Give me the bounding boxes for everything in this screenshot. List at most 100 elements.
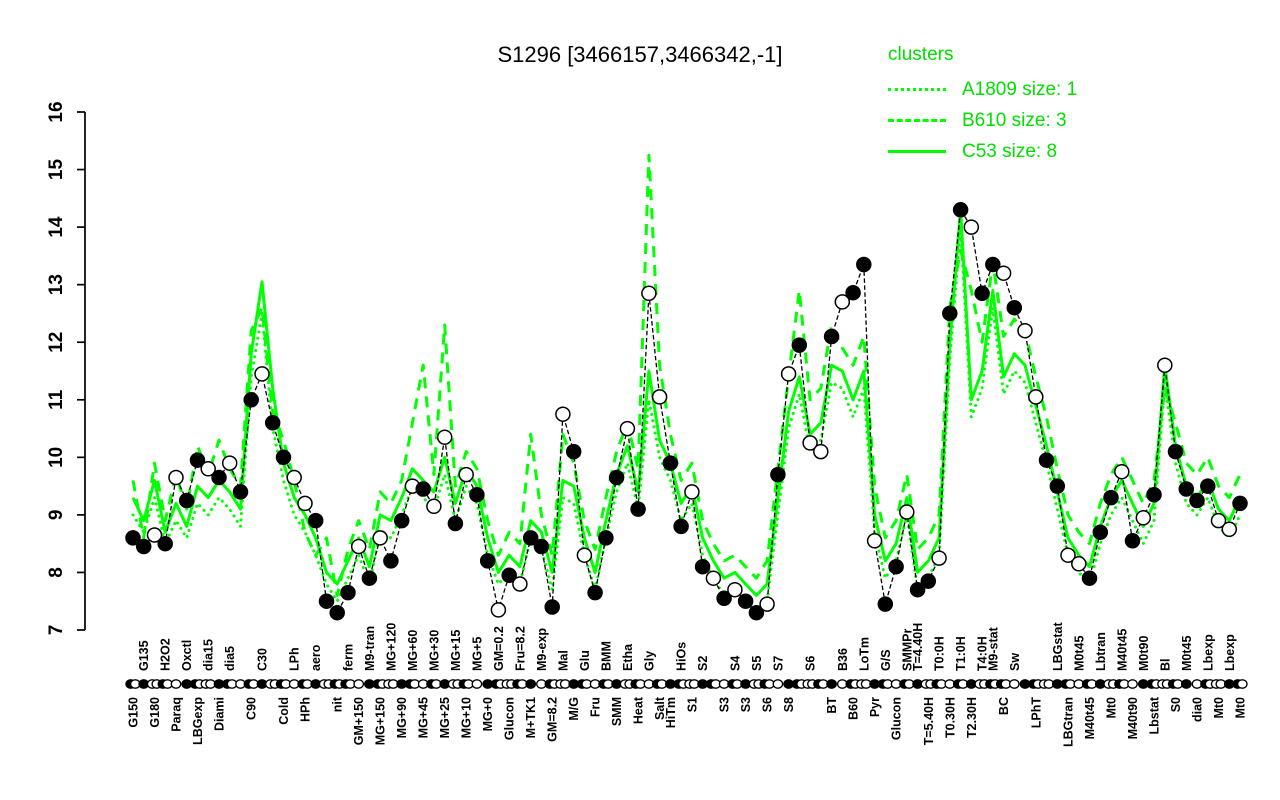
svg-text:MG+0: MG+0 — [481, 697, 495, 731]
profile-point — [952, 202, 969, 218]
svg-text:S5: S5 — [750, 656, 764, 671]
profile-point — [146, 527, 163, 543]
profile-point — [1114, 463, 1130, 480]
profile-point — [512, 576, 528, 592]
legend-entry-label: A1809 size: 1 — [962, 78, 1078, 100]
svg-text:MG+150: MG+150 — [374, 697, 388, 745]
svg-text:LPhT: LPhT — [1029, 697, 1043, 729]
profile-point — [823, 328, 840, 345]
profile-point — [845, 284, 861, 301]
svg-text:M9-exp: M9-exp — [535, 628, 549, 671]
svg-text:T0.30H: T0.30H — [943, 697, 957, 738]
profile-point — [705, 570, 722, 586]
svg-text:S2: S2 — [696, 656, 710, 671]
profile-point — [329, 604, 345, 621]
svg-text:Paraq: Paraq — [170, 697, 184, 732]
svg-text:M9-tran: M9-tran — [363, 626, 377, 671]
svg-text:MG+90: MG+90 — [395, 697, 409, 738]
profile-point — [576, 547, 593, 563]
legend-entry-label: C53 size: 8 — [962, 140, 1058, 162]
svg-text:B60: B60 — [847, 697, 861, 720]
profile-point — [1178, 481, 1195, 497]
profile-point — [673, 518, 689, 535]
profile-point — [275, 449, 292, 466]
profile-point — [1006, 299, 1023, 316]
profile-point — [1028, 389, 1044, 405]
svg-text:H2O2: H2O2 — [159, 638, 173, 671]
profile-point — [243, 392, 259, 408]
svg-text:14: 14 — [46, 216, 67, 238]
svg-text:10: 10 — [46, 447, 67, 468]
svg-text:MG+45: MG+45 — [417, 697, 431, 738]
profile-point — [1017, 322, 1033, 339]
svg-text:GM+150: GM+150 — [352, 697, 366, 745]
svg-text:dia15: dia15 — [202, 639, 216, 671]
svg-text:Etha: Etha — [621, 643, 635, 671]
profile-point — [221, 455, 238, 471]
legend-entry: A1809 size: 1 — [888, 74, 1077, 105]
profile-point — [1038, 452, 1055, 468]
profile-point — [1092, 524, 1109, 540]
profile-point — [286, 469, 302, 486]
svg-text:GM=8.2: GM=8.2 — [546, 697, 560, 742]
profile-point — [791, 337, 808, 353]
series-C53 — [131, 208, 1242, 597]
svg-text:Mt0: Mt0 — [1212, 697, 1226, 719]
svg-text:S3: S3 — [739, 697, 753, 712]
svg-text:LoTm: LoTm — [857, 637, 871, 671]
profile-point — [684, 484, 700, 500]
profile-point — [264, 415, 281, 431]
profile-point — [985, 256, 1001, 273]
svg-text:S4: S4 — [728, 656, 742, 671]
svg-text:11: 11 — [46, 389, 67, 410]
profile-point — [1232, 495, 1248, 512]
profile-point — [694, 558, 711, 575]
profile-point — [651, 389, 668, 405]
profile-point — [372, 530, 388, 546]
profile-point — [727, 581, 743, 598]
svg-text:BT: BT — [825, 697, 839, 714]
profile-point — [931, 550, 947, 566]
svg-text:Fru=8.2: Fru=8.2 — [513, 626, 527, 671]
svg-text:C90: C90 — [245, 697, 259, 720]
svg-text:Mal: Mal — [556, 650, 570, 671]
svg-text:MG+60: MG+60 — [406, 630, 420, 671]
profile-point — [866, 533, 883, 549]
svg-text:S6: S6 — [761, 697, 775, 712]
svg-text:T2.30H: T2.30H — [965, 697, 979, 738]
profile-point — [1157, 357, 1173, 373]
profile-point — [608, 469, 625, 486]
svg-text:M+TK1: M+TK1 — [524, 697, 538, 738]
profile-point — [587, 584, 603, 601]
svg-text:T=5.40H: T=5.40H — [922, 697, 936, 745]
svg-text:Lbexp: Lbexp — [1201, 634, 1215, 671]
svg-text:LBGtran: LBGtran — [1062, 697, 1076, 747]
profile-point — [834, 294, 851, 310]
svg-text:T1:0H: T1:0H — [954, 636, 968, 671]
profile-point — [748, 604, 765, 621]
profile-point — [856, 256, 872, 273]
profile-point — [899, 504, 915, 520]
svg-text:Bl: Bl — [1158, 659, 1172, 672]
svg-text:M0t45: M0t45 — [1180, 636, 1194, 671]
legend-entry-label: B610 size: 3 — [962, 109, 1067, 131]
profile-point — [1049, 478, 1066, 494]
svg-text:Mt0: Mt0 — [1105, 697, 1119, 719]
profile-point — [469, 486, 485, 503]
svg-text:Cold: Cold — [277, 697, 291, 725]
svg-text:Diami: Diami — [213, 697, 227, 731]
svg-text:15: 15 — [46, 159, 67, 181]
svg-text:dia5: dia5 — [223, 646, 237, 671]
svg-text:SMMPr: SMMPr — [900, 629, 914, 672]
profile-point — [920, 573, 937, 589]
svg-text:M/G: M/G — [567, 697, 581, 721]
svg-text:S6: S6 — [804, 656, 818, 671]
profile-point — [426, 498, 442, 515]
svg-text:MG+10: MG+10 — [460, 697, 474, 738]
svg-text:G/S: G/S — [879, 649, 893, 671]
svg-text:M40t45: M40t45 — [1083, 697, 1097, 739]
legend-line-sample-solid — [888, 150, 946, 153]
profile-point — [189, 452, 206, 468]
svg-text:T=4.40H: T=4.40H — [911, 623, 925, 671]
